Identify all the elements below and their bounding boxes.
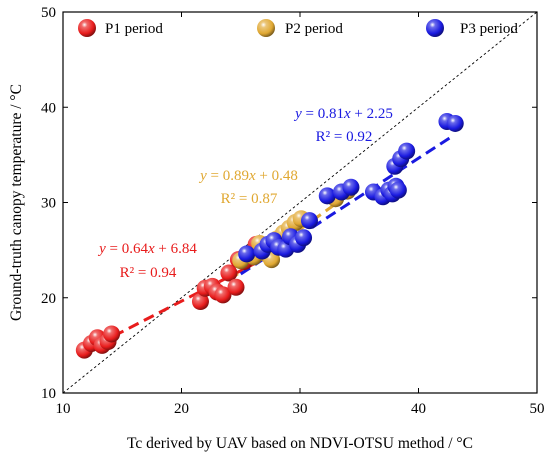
data-point-p1: [191, 293, 209, 311]
x-tick-label: 40: [411, 401, 426, 417]
legend-marker-p2: [257, 19, 275, 37]
y-tick-label: 40: [41, 100, 56, 116]
data-point-p3: [446, 114, 464, 132]
legend-label-p3: P3 period: [460, 21, 518, 37]
regression-equation-p1: y = 0.64x + 6.84: [97, 241, 197, 257]
reference-line-layer: [62, 11, 538, 394]
data-point-p1: [227, 278, 245, 296]
x-tick-label: 50: [530, 401, 545, 417]
y-tick-label: 50: [41, 5, 56, 21]
x-tick-label: 20: [174, 401, 189, 417]
x-axis-label: Tc derived by UAV based on NDVI-OTSU met…: [127, 435, 473, 452]
data-point-p3: [300, 212, 318, 230]
y-axis-label: Ground-truth canopy temperature / °C: [8, 84, 25, 321]
y-tick-label: 10: [41, 386, 56, 402]
legend-label-p1: P1 period: [105, 21, 163, 37]
regression-equation-p3: y = 0.81x + 2.25: [293, 106, 393, 122]
axes-layer: 10 20 30 40 50 10 20 30 40 50 Tc derived by UAV ba…: [8, 5, 545, 452]
data-point-p3: [295, 229, 313, 247]
legend-label-p2: P2 period: [285, 21, 343, 37]
y-tick-label: 30: [41, 196, 56, 212]
x-tick-label: 10: [56, 401, 71, 417]
data-point-p1: [220, 264, 238, 282]
equations-layer: y = 0.64x + 6.84 R² = 0.94 y = 0.89x + 0.4…: [97, 106, 393, 281]
r-squared-p1: R² = 0.94: [120, 265, 177, 281]
data-point-p3: [342, 178, 360, 196]
data-point-p3: [318, 187, 336, 205]
data-point-p3: [389, 181, 407, 199]
y-tick-label: 20: [41, 291, 56, 307]
r-squared-p2: R² = 0.87: [221, 191, 278, 207]
data-point-p1: [103, 325, 121, 343]
points-layer: [75, 113, 464, 359]
regression-equation-p2: y = 0.89x + 0.48: [198, 168, 298, 184]
legend: P1 period P2 period P3 period: [78, 19, 518, 37]
x-tick-label: 30: [293, 401, 308, 417]
data-point-p3: [398, 142, 416, 160]
reference-line: [62, 11, 538, 394]
legend-marker-p1: [78, 19, 96, 37]
data-point-p3: [238, 245, 256, 263]
r-squared-p3: R² = 0.92: [316, 129, 373, 145]
data-point-p1: [214, 286, 232, 304]
legend-marker-p3: [426, 19, 444, 37]
